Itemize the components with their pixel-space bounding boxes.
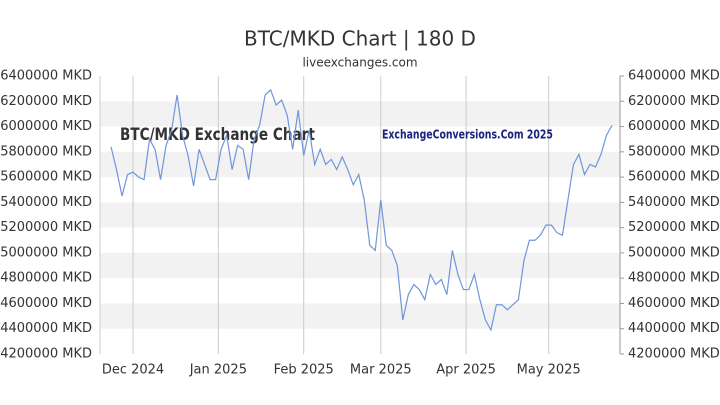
grid-band [100, 202, 620, 228]
x-tick-label: Mar 2025 [350, 363, 412, 378]
y-tick-label: 5800000 MKD [0, 144, 92, 159]
x-tick-label: Jan 2025 [189, 363, 247, 378]
y2-tick-label: 5000000 MKD [628, 245, 720, 260]
y2-tick-label: 4400000 MKD [628, 321, 720, 336]
y-tick-label: 4400000 MKD [0, 321, 92, 336]
x-tick-label: May 2025 [517, 363, 581, 378]
series-line [110, 88, 613, 332]
y-tick-label: 5400000 MKD [0, 195, 92, 210]
y-tick-label: 6400000 MKD [0, 69, 92, 84]
grid-band [100, 151, 620, 178]
chart-title: BTC/MKD Chart | 180 D [244, 27, 476, 51]
y-tick-label: 6000000 MKD [0, 119, 92, 134]
y-tick-label: 6200000 MKD [0, 94, 92, 109]
y2-tick-label: 4600000 MKD [628, 296, 720, 311]
y2-tick-label: 5400000 MKD [628, 195, 720, 210]
y-tick-label: 5200000 MKD [0, 220, 92, 235]
x-tick-label: Apr 2025 [436, 363, 496, 378]
y2-tick-label: 6200000 MKD [628, 94, 720, 109]
y2-tick-label: 5800000 MKD [628, 144, 720, 159]
y-tick-label: 4200000 MKD [0, 347, 92, 362]
y-tick-label: 5600000 MKD [0, 170, 92, 185]
y2-tick-label: 6400000 MKD [628, 69, 720, 84]
y2-tick-label: 5200000 MKD [628, 220, 720, 235]
y2-tick-label: 4800000 MKD [628, 271, 720, 286]
y-tick-label: 4600000 MKD [0, 296, 92, 311]
grid-band [100, 101, 620, 127]
y2-tick-label: 6000000 MKD [628, 119, 720, 134]
chart-subtitle: liveexchanges.com [302, 56, 417, 70]
y2-tick-label: 4200000 MKD [628, 347, 720, 362]
watermark: ExchangeConversions.Com 2025 [382, 127, 553, 141]
y-tick-label: 4800000 MKD [0, 271, 92, 286]
y-tick-label: 5000000 MKD [0, 245, 92, 260]
x-tick-label: Dec 2024 [102, 363, 164, 378]
grid-band [100, 252, 620, 279]
x-tick-label: Feb 2025 [274, 363, 334, 378]
grid-band [100, 303, 620, 329]
y2-tick-label: 5600000 MKD [628, 170, 720, 185]
